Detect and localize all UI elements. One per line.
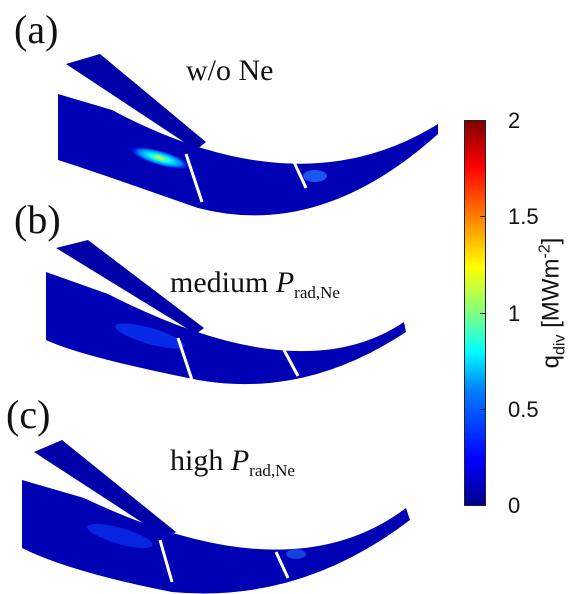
colorbar-label-exp: -2 (536, 244, 554, 259)
lower-strip-b (46, 272, 406, 385)
colorbar-tick-0-5: 0.5 (508, 397, 539, 422)
panel-title-c-text: high (170, 444, 231, 477)
upper-tile-c (34, 440, 176, 538)
colorbar-label: qdiv [MWm-2] (537, 238, 568, 369)
upper-tile-a (66, 54, 206, 150)
colorbar-tick-0: 0 (508, 493, 521, 518)
panel-title-b-text: medium (170, 266, 276, 299)
panel-title-b-sub: rad,Ne (294, 283, 340, 302)
panel-label-a: (a) (14, 7, 59, 52)
colorbar-label-close: ] (537, 237, 565, 245)
upper-tile-b (56, 240, 204, 334)
colorbar-tick-1-5: 1.5 (508, 204, 539, 229)
panel-title-c-sub: rad,Ne (249, 461, 295, 480)
panel-title-c: high Prad,Ne (170, 444, 295, 480)
lower-strip-a (58, 94, 438, 216)
hotspot-a (129, 146, 191, 170)
panel-title-b-var: P (275, 266, 295, 299)
panel-title-c-var: P (230, 444, 250, 477)
lower-strip-c (22, 480, 410, 594)
colorbar-label-main: q (537, 354, 565, 369)
heatflux-map-a (58, 54, 438, 216)
panel-title-a-text: w/o Ne (186, 54, 274, 87)
colorbar-label-sub: div (551, 334, 568, 355)
panel-title-a: w/o Ne (186, 56, 273, 86)
panel-label-c: (c) (6, 392, 51, 437)
colorbar-tick-1: 1 (508, 301, 521, 326)
panel-label-b: (b) (14, 197, 61, 242)
heatflux-map-b (46, 240, 406, 385)
colorbar-tick-2: 2 (508, 108, 521, 133)
panel-title-b: medium Prad,Ne (170, 266, 340, 302)
heatflux-map-c (22, 440, 410, 594)
colorbar-label-unit: [MWm (537, 258, 565, 335)
